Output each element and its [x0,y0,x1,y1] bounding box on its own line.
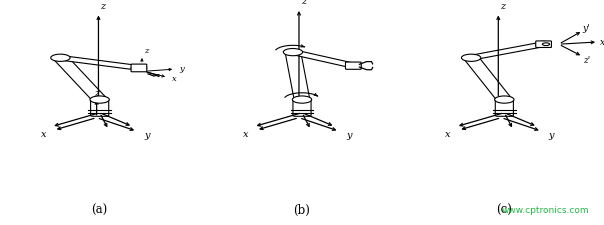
Circle shape [542,44,550,46]
Text: x: x [243,129,248,138]
Text: x: x [40,129,46,138]
Text: y: y [144,130,150,140]
Text: y: y [347,130,352,140]
Text: y: y [549,130,554,140]
Polygon shape [469,43,546,61]
Circle shape [461,55,481,62]
Text: x: x [172,75,176,83]
Polygon shape [53,58,107,101]
Text: z: z [100,2,105,11]
Circle shape [495,97,514,104]
Text: z: z [94,88,99,97]
Circle shape [283,49,303,56]
Text: y: y [179,65,184,73]
Text: x: x [445,129,451,138]
Circle shape [536,42,551,48]
Text: www.cptronics.com: www.cptronics.com [501,205,589,214]
FancyBboxPatch shape [131,65,147,72]
Text: (b): (b) [294,203,310,216]
Polygon shape [285,53,310,100]
Text: y': y' [582,24,590,33]
FancyBboxPatch shape [91,99,109,117]
Text: z: z [301,0,306,6]
FancyBboxPatch shape [495,99,513,117]
Text: (a): (a) [92,203,108,216]
FancyBboxPatch shape [536,42,551,48]
Polygon shape [464,58,512,101]
Text: x': x' [600,38,604,47]
Polygon shape [59,56,141,71]
Polygon shape [290,51,356,68]
Text: z: z [144,47,148,54]
FancyBboxPatch shape [345,63,361,70]
Circle shape [345,63,361,69]
Circle shape [131,66,147,72]
FancyBboxPatch shape [293,99,311,117]
Circle shape [292,97,312,104]
Text: (c): (c) [496,203,512,216]
Circle shape [90,97,109,104]
Text: z: z [500,2,505,11]
Text: z': z' [583,55,590,64]
Circle shape [51,55,70,62]
